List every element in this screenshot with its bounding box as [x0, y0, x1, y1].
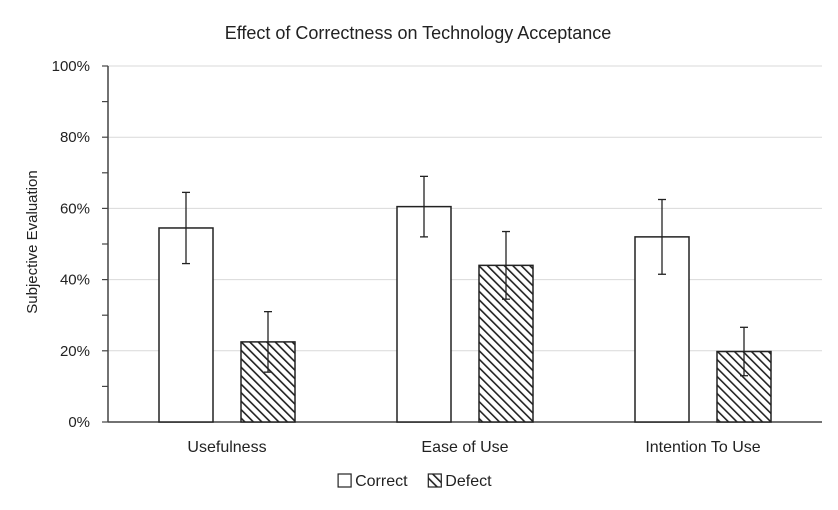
y-tick-label: 60% [60, 200, 90, 217]
axes [102, 65, 822, 423]
bar-correct-ease-of-use [396, 205, 452, 423]
y-tick-label: 40% [60, 272, 90, 289]
chart-title: Effect of Correctness on Technology Acce… [225, 23, 612, 43]
legend-swatch-defect [427, 473, 442, 488]
legend-swatch-correct [337, 473, 352, 488]
x-category-label: Intention To Use [645, 439, 760, 456]
gridlines [108, 65, 822, 352]
y-tick-label: 20% [60, 343, 90, 360]
x-category-label: Usefulness [187, 439, 266, 456]
legend-label-defect: Defect [445, 473, 492, 490]
x-category-label: Ease of Use [421, 439, 508, 456]
y-tick-label: 0% [68, 414, 90, 431]
legend: Correct Defect [337, 473, 492, 490]
y-axis-label: Subjective Evaluation [24, 170, 41, 313]
bars [158, 175, 772, 423]
y-tick-label: 100% [52, 58, 90, 75]
y-tick-label: 80% [60, 129, 90, 146]
tick-labels: 0% 20% 40% 60% 80% 100% Usefulness Ease of Use I… [52, 58, 761, 456]
legend-label-correct: Correct [355, 473, 408, 490]
